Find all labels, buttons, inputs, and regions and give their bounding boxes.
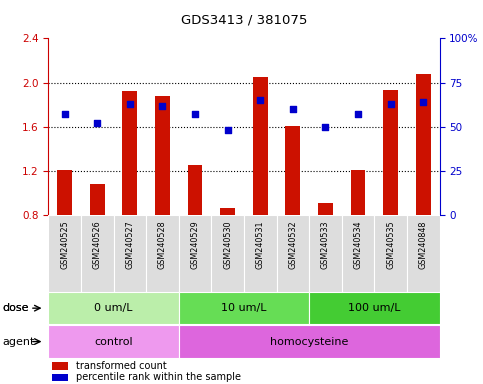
Point xyxy=(354,111,362,118)
Point xyxy=(126,101,134,107)
Bar xyxy=(123,91,137,215)
Point xyxy=(387,101,395,107)
Text: dose: dose xyxy=(2,303,29,313)
FancyBboxPatch shape xyxy=(81,215,114,292)
Point xyxy=(322,124,329,130)
Text: percentile rank within the sample: percentile rank within the sample xyxy=(76,372,241,382)
FancyBboxPatch shape xyxy=(407,215,440,292)
Bar xyxy=(285,126,300,215)
FancyBboxPatch shape xyxy=(309,215,342,292)
Bar xyxy=(384,90,398,215)
Text: 0 um/L: 0 um/L xyxy=(94,303,133,313)
FancyBboxPatch shape xyxy=(114,215,146,292)
Bar xyxy=(179,292,309,324)
Text: GSM240848: GSM240848 xyxy=(419,220,428,269)
Text: 100 um/L: 100 um/L xyxy=(348,303,400,313)
Text: GDS3413 / 381075: GDS3413 / 381075 xyxy=(181,13,307,26)
FancyBboxPatch shape xyxy=(276,215,309,292)
FancyBboxPatch shape xyxy=(374,215,407,292)
Bar xyxy=(48,292,179,324)
Bar xyxy=(220,209,235,215)
Text: GSM240535: GSM240535 xyxy=(386,220,395,269)
Text: GSM240530: GSM240530 xyxy=(223,220,232,269)
Text: 10 um/L: 10 um/L xyxy=(221,303,267,313)
Point xyxy=(224,127,231,133)
FancyBboxPatch shape xyxy=(342,215,374,292)
Text: homocysteine: homocysteine xyxy=(270,336,348,347)
Text: GSM240532: GSM240532 xyxy=(288,220,298,269)
Bar xyxy=(309,292,440,324)
FancyBboxPatch shape xyxy=(146,215,179,292)
Bar xyxy=(155,96,170,215)
FancyBboxPatch shape xyxy=(244,215,276,292)
Text: dose: dose xyxy=(2,303,29,313)
Point xyxy=(191,111,199,118)
Point xyxy=(158,103,166,109)
Bar xyxy=(48,325,179,358)
Point xyxy=(289,106,297,112)
Bar xyxy=(52,362,68,370)
Bar xyxy=(90,184,104,215)
Text: GSM240529: GSM240529 xyxy=(190,220,199,269)
Text: GSM240533: GSM240533 xyxy=(321,220,330,269)
Text: GSM240525: GSM240525 xyxy=(60,220,69,269)
Bar xyxy=(416,74,430,215)
Text: GSM240527: GSM240527 xyxy=(125,220,134,269)
Bar xyxy=(351,170,365,215)
FancyBboxPatch shape xyxy=(179,215,212,292)
Bar xyxy=(179,325,440,358)
Point xyxy=(419,99,427,105)
Text: GSM240526: GSM240526 xyxy=(93,220,102,269)
Bar xyxy=(52,374,68,381)
FancyBboxPatch shape xyxy=(212,215,244,292)
Point xyxy=(61,111,69,118)
Point xyxy=(93,120,101,126)
Bar xyxy=(188,166,202,215)
Bar xyxy=(318,203,333,215)
Bar xyxy=(253,77,268,215)
Text: transformed count: transformed count xyxy=(76,361,167,371)
Bar xyxy=(57,170,72,215)
Text: GSM240528: GSM240528 xyxy=(158,220,167,269)
Text: GSM240531: GSM240531 xyxy=(256,220,265,269)
Text: agent: agent xyxy=(2,336,35,347)
Text: GSM240534: GSM240534 xyxy=(354,220,363,269)
Text: control: control xyxy=(94,336,133,347)
FancyBboxPatch shape xyxy=(48,215,81,292)
Point xyxy=(256,97,264,103)
